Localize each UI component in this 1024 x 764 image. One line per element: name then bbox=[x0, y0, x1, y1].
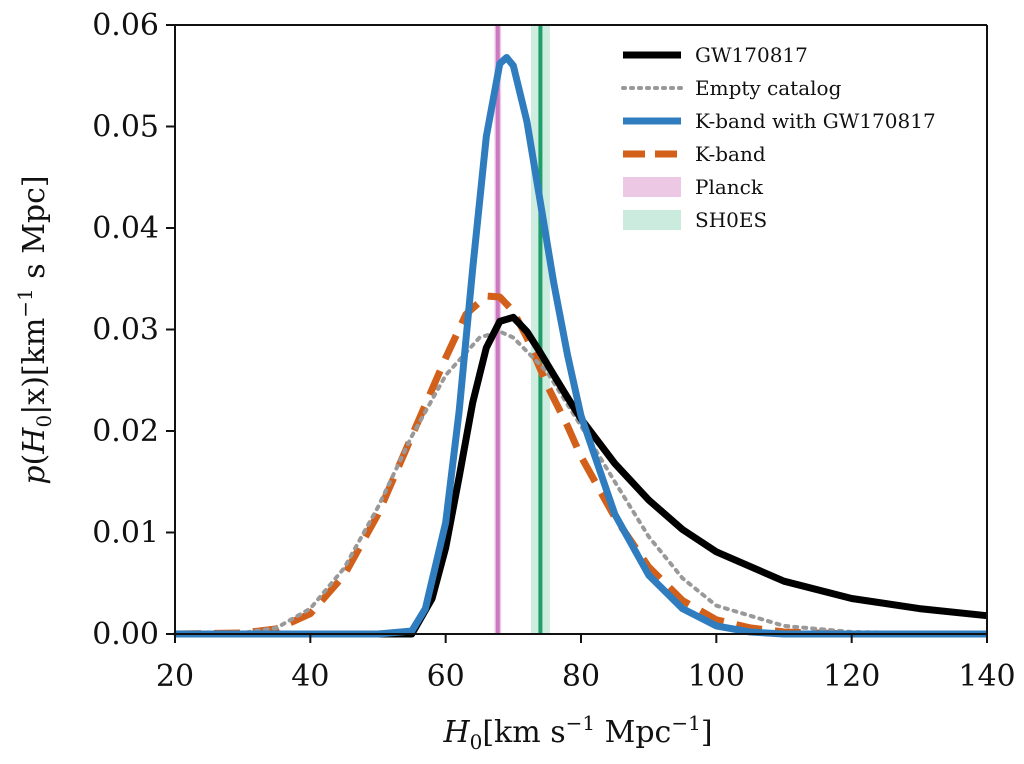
ticks-layer: 20 40 60 80 100 120 140 0.00 0.01 0.02 0.03 0.04 0.0… bbox=[92, 8, 1015, 694]
x-tick-label: 140 bbox=[958, 659, 1015, 694]
y-tick-label: 0.04 bbox=[92, 211, 159, 246]
empty-catalog-legend-label: Empty catalog bbox=[695, 76, 842, 100]
y-axis-label: p(H0|x)[km−1 s Mpc] bbox=[13, 175, 56, 484]
sh0es-legend-label: SH0ES bbox=[695, 208, 767, 232]
k-band-with-gw170817-legend-label: K-band with GW170817 bbox=[695, 109, 936, 133]
k-band-with-gw170817-line bbox=[175, 54, 987, 638]
legend: GW170817 Empty catalog K-band with GW17081… bbox=[621, 43, 936, 232]
series-layer bbox=[173, 54, 989, 638]
sh0es-legend-swatch bbox=[623, 210, 681, 230]
x-tick-label: 80 bbox=[562, 659, 600, 694]
planck-legend-label: Planck bbox=[695, 175, 764, 199]
y-tick-label: 0.00 bbox=[92, 617, 159, 652]
gw170817-line bbox=[175, 313, 988, 638]
y-tick-label: 0.03 bbox=[92, 313, 159, 348]
y-tick-label: 0.06 bbox=[92, 8, 159, 43]
x-axis-label: H0[km s−1 Mpc−1] bbox=[442, 711, 712, 754]
gw170817-legend-label: GW170817 bbox=[695, 43, 808, 67]
k-band-line bbox=[174, 292, 987, 638]
x-tick-label: 100 bbox=[688, 659, 745, 694]
x-tick-label: 120 bbox=[823, 659, 880, 694]
y-tick-label: 0.05 bbox=[92, 110, 159, 145]
x-tick-label: 60 bbox=[427, 659, 465, 694]
x-tick-label: 40 bbox=[291, 659, 329, 694]
planck-legend-swatch bbox=[623, 177, 681, 197]
k-band-legend-label: K-band bbox=[695, 142, 766, 166]
y-tick-label: 0.02 bbox=[92, 414, 159, 449]
y-tick-label: 0.01 bbox=[92, 516, 159, 551]
x-tick-label: 20 bbox=[156, 659, 194, 694]
empty-catalog-line bbox=[173, 329, 989, 636]
